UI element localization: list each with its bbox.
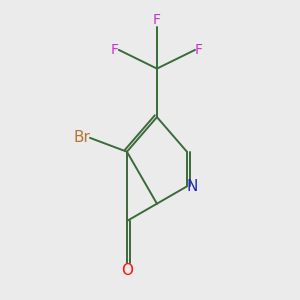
Text: F: F: [195, 43, 203, 57]
Text: Br: Br: [73, 130, 90, 146]
Text: F: F: [111, 43, 119, 57]
Text: N: N: [187, 179, 198, 194]
Text: O: O: [121, 262, 133, 278]
Text: F: F: [153, 13, 161, 27]
